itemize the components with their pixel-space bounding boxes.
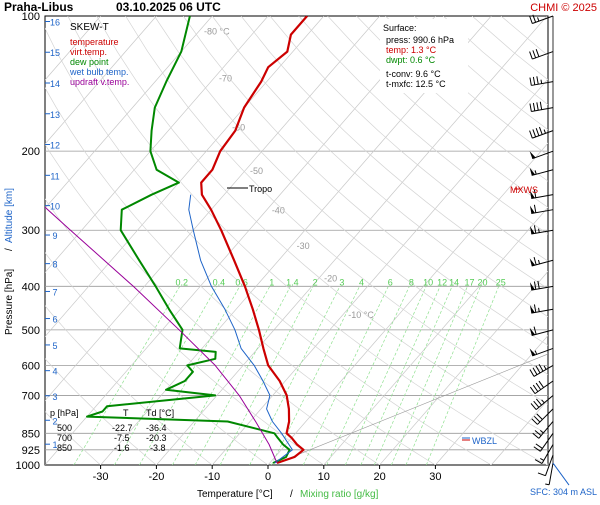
altitude-tick-label: 4	[52, 367, 57, 377]
y-axis-label-pressure: Pressure [hPa]	[4, 269, 15, 335]
mixing-ratio-label: 8	[409, 277, 414, 287]
legend-item-updraft: updraft v.temp.	[70, 77, 129, 87]
mixing-ratio-label: 14	[449, 277, 459, 287]
isotherm-label: -20	[324, 273, 337, 283]
table-cell-td: -3.8	[150, 443, 166, 453]
altitude-tick-label: 10	[50, 202, 60, 212]
temperature-tick-label: -30	[93, 471, 109, 483]
x-axis-label-temperature: Temperature [°C]	[197, 489, 273, 500]
surface-tconv: t-conv: 9.6 °C	[386, 69, 441, 79]
sfc-label: SFC: 304 m ASL	[530, 487, 597, 497]
table-header-p: p [hPa]	[50, 408, 79, 418]
altitude-tick-label: 16	[50, 17, 60, 27]
wind-barb-half-feather	[539, 229, 540, 233]
legend-title: SKEW-T	[70, 22, 109, 33]
legend-item-wet-bulb: wet bulb temp.	[69, 67, 129, 77]
mixing-ratio-label: 6	[388, 277, 393, 287]
mixing-ratio-label: 1	[269, 277, 274, 287]
altitude-tick-label: 6	[52, 315, 57, 325]
table-cell-t: -22.7	[112, 423, 133, 433]
legend-item-dew-point: dew point	[70, 57, 109, 67]
table-cell-t: -1.6	[114, 443, 130, 453]
table-cell-t: -7.5	[114, 433, 130, 443]
table-header-td: Td [°C]	[146, 408, 174, 418]
legend-item-virt-temp: virt.temp.	[70, 47, 107, 57]
pressure-tick-label: 850	[22, 428, 40, 440]
mixing-ratio-label: 0.2	[176, 277, 189, 287]
temperature-tick-label: 0	[265, 471, 271, 483]
temperature-tick-label: -10	[204, 471, 220, 483]
y-axis-label-sep: /	[4, 248, 15, 251]
surface-info-box: Surface: press: 990.6 hPa temp: 1.3 °C d…	[380, 19, 468, 93]
pressure-tick-label: 500	[22, 325, 40, 337]
mixing-ratio-label: 1.4	[286, 277, 299, 287]
mixing-ratio-label: 17	[464, 277, 474, 287]
table-cell-p: 700	[57, 433, 72, 443]
wind-barb-feather	[538, 473, 546, 476]
altitude-tick-label: 7	[52, 287, 57, 297]
table-cell-td: -20.3	[146, 433, 167, 443]
surface-tmxfc: t-mxfc: 12.5 °C	[386, 79, 446, 89]
altitude-tick-label: 3	[52, 392, 57, 402]
isotherm-line	[547, 16, 600, 465]
table-cell-td: -36.4	[146, 423, 167, 433]
mixing-ratio-label: 0.4	[213, 277, 226, 287]
table-header-t: T	[123, 408, 129, 418]
wind-barb-half-feather	[545, 484, 549, 485]
legend-item-temperature: temperature	[70, 37, 119, 47]
altitude-tick-label: 14	[50, 79, 60, 89]
pressure-tick-label: 600	[22, 360, 40, 372]
wind-barb-half-feather	[539, 308, 540, 312]
temperature-tick-label: -20	[148, 471, 164, 483]
table-cell-p: 500	[57, 423, 72, 433]
copyright-label: CHMI © 2025	[530, 2, 597, 14]
y-axis-label-altitude: Altitude [km]	[4, 188, 15, 243]
wind-barb-half-feather	[541, 80, 542, 84]
datetime-title: 03.10.2025 06 UTC	[116, 0, 221, 14]
pressure-tick-label: 1000	[16, 460, 40, 472]
temperature-tick-label: 30	[429, 471, 441, 483]
altitude-tick-label: 13	[50, 110, 60, 120]
altitude-tick-label: 12	[50, 141, 60, 151]
altitude-tick-label: 11	[50, 171, 59, 181]
altitude-tick-label: 15	[50, 48, 60, 58]
pressure-tick-label: 400	[22, 281, 40, 293]
tropopause-label: Tropo	[249, 184, 272, 194]
temperature-tick-label: 20	[373, 471, 385, 483]
wbzl-label: WBZL	[472, 436, 497, 446]
wind-barb	[549, 463, 553, 485]
x-axis-label-mixing: Mixing ratio [g/kg]	[300, 489, 379, 500]
surface-press: press: 990.6 hPa	[386, 35, 454, 45]
pressure-tick-label: 100	[22, 11, 40, 23]
mixing-ratio-label: 12	[437, 277, 447, 287]
isotherm-label: -50	[250, 166, 263, 176]
altitude-tick-label: 8	[52, 260, 57, 270]
pressure-tick-label: 200	[22, 146, 40, 158]
surface-dwpt: dwpt: 0.6 °C	[386, 55, 436, 65]
altitude-tick-label: 9	[52, 231, 57, 241]
altitude-tick-label: 5	[52, 341, 57, 351]
isotherm-label: -30	[297, 241, 310, 251]
mixing-ratio-label: 10	[423, 277, 433, 287]
surface-wind-barb	[553, 463, 569, 485]
pressure-tick-label: 300	[22, 225, 40, 237]
mixing-ratio-label: 4	[359, 277, 364, 287]
x-axis-label-sep: /	[290, 489, 293, 500]
pressure-tick-label: 925	[22, 445, 40, 457]
mixing-ratio-label: 25	[496, 277, 506, 287]
mixing-ratio-label: 20	[478, 277, 488, 287]
surface-temp: temp: 1.3 °C	[386, 45, 437, 55]
pressure-tick-label: 700	[22, 390, 40, 402]
mxws-label: MXWS	[510, 185, 538, 195]
mixing-ratio-label: 2	[313, 277, 318, 287]
mixing-ratio-label: 3	[339, 277, 344, 287]
surface-title: Surface:	[383, 23, 417, 33]
temperature-tick-label: 10	[318, 471, 330, 483]
table-cell-p: 850	[57, 443, 72, 453]
